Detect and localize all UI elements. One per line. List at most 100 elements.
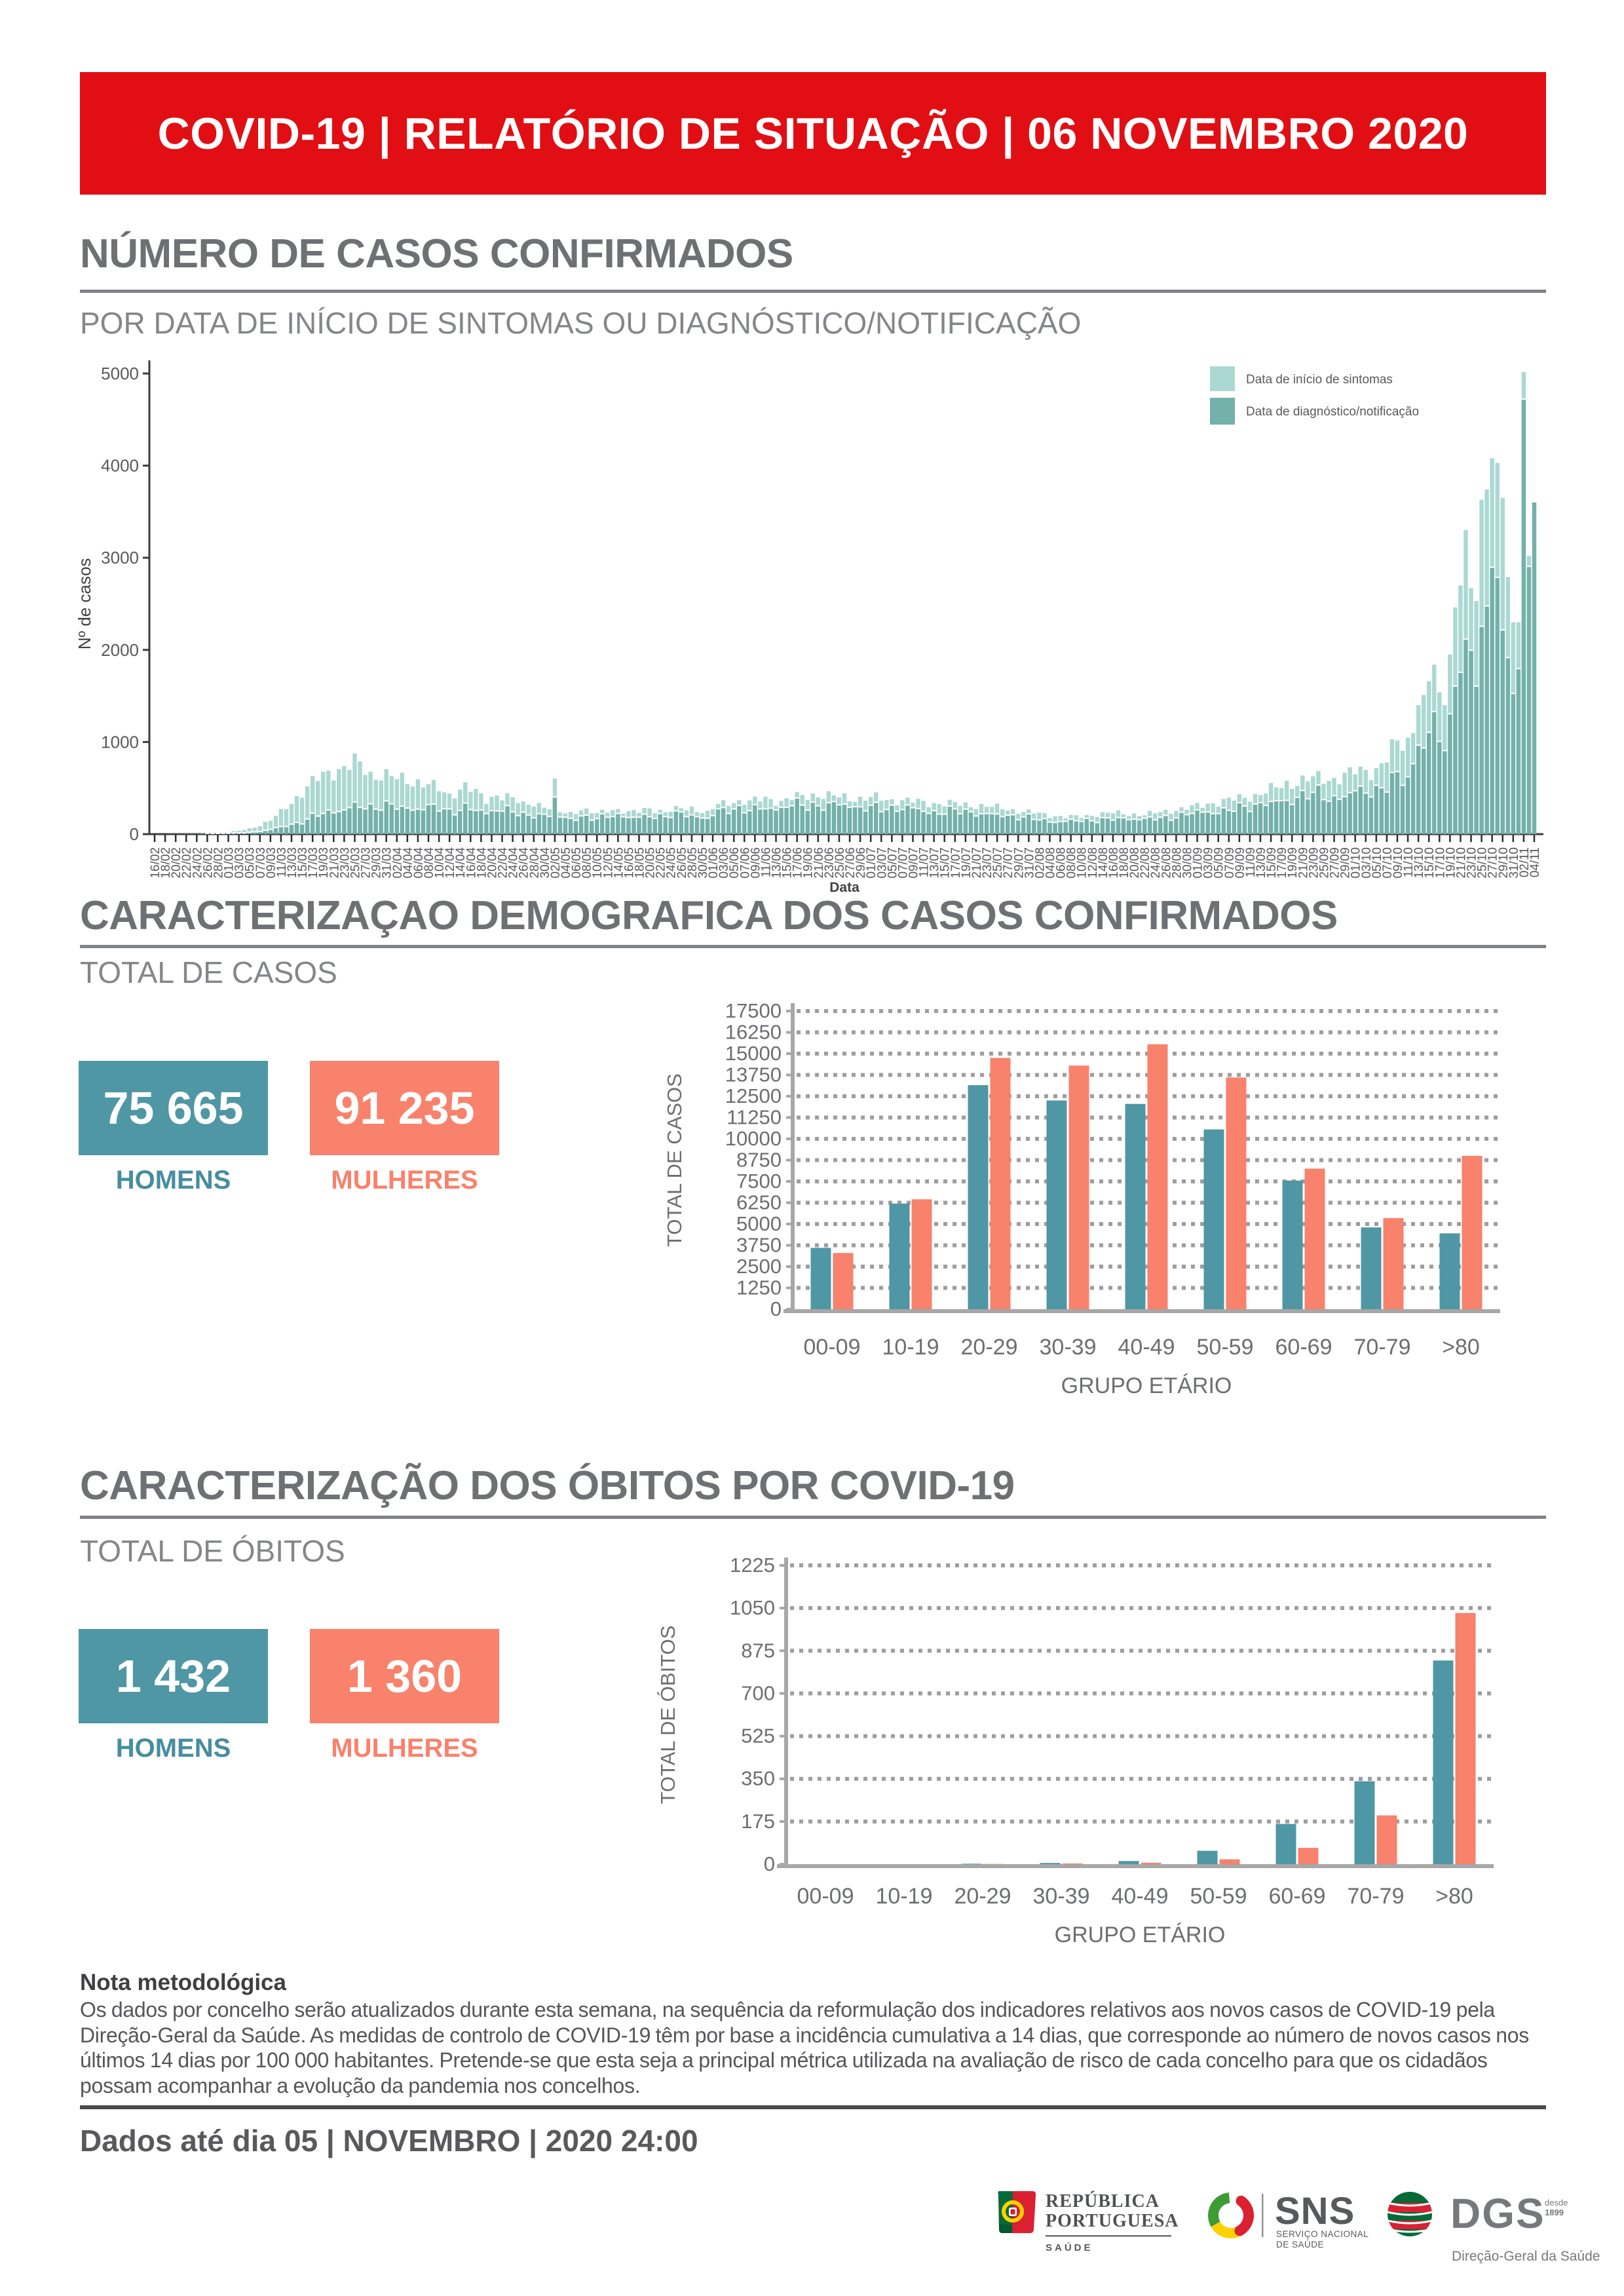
svg-text:14/05: 14/05 bbox=[612, 847, 626, 879]
axes bbox=[148, 360, 1543, 835]
svg-text:25/06: 25/06 bbox=[833, 847, 847, 879]
svg-text:15000: 15000 bbox=[725, 1042, 782, 1065]
svg-text:29/10: 29/10 bbox=[1497, 847, 1511, 879]
svg-text:19/09: 19/09 bbox=[1286, 847, 1300, 879]
svg-text:06/05: 06/05 bbox=[570, 847, 584, 879]
svg-text:2000: 2000 bbox=[101, 640, 139, 660]
svg-text:22/08: 22/08 bbox=[1139, 847, 1152, 879]
deaths-women-statbox: 1 360 bbox=[310, 1629, 499, 1723]
legend-swatch-sintomas bbox=[1210, 366, 1235, 391]
svg-text:19/07: 19/07 bbox=[960, 847, 973, 879]
series-homens-bars bbox=[961, 1660, 1454, 1864]
category-labels: 00-09 10-19 20-29 30-39 40-49 50-59 60-69 70-79… bbox=[804, 1335, 1480, 1360]
svg-text:12/05: 12/05 bbox=[601, 847, 615, 879]
svg-text:24/08: 24/08 bbox=[1149, 847, 1163, 879]
svg-text:28/02: 28/02 bbox=[212, 847, 225, 879]
svg-text:29/09: 29/09 bbox=[1339, 847, 1353, 879]
svg-text:10-19: 10-19 bbox=[876, 1884, 933, 1909]
dgs-acronym: DGS bbox=[1450, 2190, 1545, 2237]
svg-text:24/04: 24/04 bbox=[507, 847, 521, 879]
svg-text:26/08: 26/08 bbox=[1160, 847, 1173, 879]
svg-text:03/03: 03/03 bbox=[233, 847, 247, 879]
svg-text:175: 175 bbox=[741, 1810, 775, 1833]
svg-text:22/04: 22/04 bbox=[497, 847, 510, 879]
svg-text:21/09: 21/09 bbox=[1296, 847, 1310, 879]
svg-text:04/11: 04/11 bbox=[1528, 847, 1542, 877]
svg-text:23/09: 23/09 bbox=[1307, 847, 1321, 879]
svg-text:29/03: 29/03 bbox=[370, 847, 384, 879]
svg-text:11/07: 11/07 bbox=[918, 847, 932, 877]
svg-text:08/05: 08/05 bbox=[580, 847, 594, 879]
svg-text:19/10: 19/10 bbox=[1444, 847, 1458, 879]
series-mulheres-bars bbox=[983, 1613, 1476, 1864]
svg-text:15/07: 15/07 bbox=[939, 847, 953, 879]
methodology-note-title: Nota metodológica bbox=[80, 1970, 287, 1995]
svg-text:18/02: 18/02 bbox=[159, 847, 173, 879]
svg-text:16/04: 16/04 bbox=[464, 847, 478, 879]
svg-text:04/08: 04/08 bbox=[1044, 847, 1057, 879]
legend-label-sintomas: Data de início de sintomas bbox=[1246, 373, 1393, 387]
svg-text:11250: 11250 bbox=[727, 1106, 782, 1129]
chart-legend: Data de início de sintomas Data de diagnó… bbox=[1210, 366, 1419, 425]
svg-text:700: 700 bbox=[741, 1681, 775, 1704]
svg-text:09/09: 09/09 bbox=[1234, 847, 1247, 879]
svg-text:23/07: 23/07 bbox=[981, 847, 994, 879]
dgs-sub: Direção-Geral da Saúde bbox=[1452, 2249, 1600, 2264]
cases-by-age-chart: 0125025003750500062507500875010000112501… bbox=[663, 999, 1500, 1398]
section-deaths-title: CARACTERIZAÇÃO DOS ÓBITOS POR COVID-19 bbox=[80, 1463, 1015, 1508]
svg-text:19/06: 19/06 bbox=[802, 847, 816, 879]
svg-text:05/06: 05/06 bbox=[728, 847, 742, 879]
svg-text:40-49: 40-49 bbox=[1112, 1884, 1169, 1909]
svg-text:07/07: 07/07 bbox=[896, 847, 910, 879]
svg-text:05/03: 05/03 bbox=[244, 847, 257, 879]
axes bbox=[784, 1003, 1500, 1313]
x-axis-ticks: 16/0218/0220/0222/0224/0226/0228/0201/03… bbox=[149, 834, 1542, 879]
svg-text:16/05: 16/05 bbox=[622, 847, 636, 879]
deaths-men-value: 1 432 bbox=[115, 1651, 231, 1702]
svg-text:02/11: 02/11 bbox=[1518, 847, 1532, 877]
section-deaths-divider bbox=[80, 1516, 1546, 1519]
svg-text:05/10: 05/10 bbox=[1370, 847, 1384, 879]
deaths-women-value: 1 360 bbox=[347, 1651, 463, 1702]
svg-text:09/03: 09/03 bbox=[265, 847, 278, 879]
svg-text:30/05: 30/05 bbox=[696, 847, 710, 879]
svg-text:17500: 17500 bbox=[725, 999, 782, 1022]
deaths-by-age-chart: 0 175 350 525 700 875 1050 1225 00-09 10-19 20-29 3… bbox=[656, 1554, 1494, 1947]
sns-divider bbox=[1262, 2194, 1264, 2237]
svg-text:01/03: 01/03 bbox=[223, 847, 236, 879]
y-axis-title: TOTAL DE CASOS bbox=[663, 1073, 686, 1247]
svg-text:15/03: 15/03 bbox=[296, 847, 310, 879]
svg-text:>80: >80 bbox=[1435, 1884, 1473, 1909]
svg-text:10/08: 10/08 bbox=[1076, 847, 1089, 879]
svg-text:1000: 1000 bbox=[101, 732, 139, 752]
svg-text:01/10: 01/10 bbox=[1350, 847, 1363, 879]
republica-line1: REPÚBLICA bbox=[1046, 2191, 1160, 2211]
svg-text:12/08: 12/08 bbox=[1086, 847, 1100, 879]
series-sintomas-bars bbox=[168, 372, 1537, 834]
svg-text:22/05: 22/05 bbox=[654, 847, 668, 879]
x-axis-title: GRUPO ETÁRIO bbox=[1061, 1373, 1232, 1398]
svg-text:20/05: 20/05 bbox=[644, 847, 658, 879]
svg-text:28/04: 28/04 bbox=[528, 847, 542, 879]
svg-text:07/06: 07/06 bbox=[738, 847, 752, 879]
svg-text:16/08: 16/08 bbox=[1107, 847, 1121, 879]
svg-text:10000: 10000 bbox=[725, 1127, 782, 1150]
svg-text:03/06: 03/06 bbox=[717, 847, 731, 879]
svg-text:0: 0 bbox=[770, 1297, 782, 1320]
svg-text:20-29: 20-29 bbox=[961, 1335, 1018, 1360]
svg-text:350: 350 bbox=[741, 1767, 775, 1790]
svg-text:7500: 7500 bbox=[736, 1170, 782, 1193]
svg-text:24/05: 24/05 bbox=[665, 847, 679, 879]
footer-logos-canvas: REPÚBLICA PORTUGUESA SAÚDE SNS SERVIÇO N… bbox=[998, 2190, 1600, 2264]
svg-text:16/02: 16/02 bbox=[149, 847, 162, 879]
svg-text:09/07: 09/07 bbox=[907, 847, 920, 879]
svg-text:20/02: 20/02 bbox=[170, 847, 183, 879]
section-cases-divider bbox=[80, 290, 1546, 293]
svg-text:>80: >80 bbox=[1442, 1335, 1480, 1360]
svg-text:23/03: 23/03 bbox=[338, 847, 352, 879]
svg-text:01/06: 01/06 bbox=[707, 847, 721, 879]
svg-text:30-39: 30-39 bbox=[1033, 1884, 1090, 1909]
svg-text:29/06: 29/06 bbox=[854, 847, 868, 879]
svg-text:27/09: 27/09 bbox=[1329, 847, 1342, 879]
